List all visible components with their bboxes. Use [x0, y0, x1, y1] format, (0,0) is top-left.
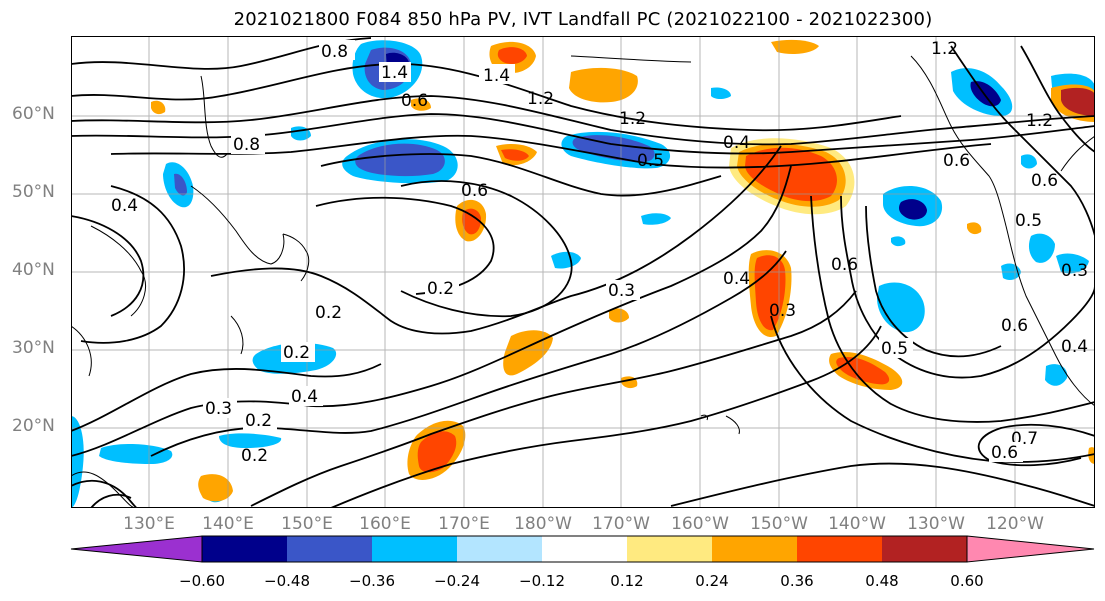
contour-label: 1.4: [483, 66, 510, 86]
colorbar-segment: [882, 536, 967, 562]
lon-label-140w: 140°W: [828, 514, 886, 534]
contour-label: 1.4: [381, 63, 408, 83]
contour-label: 0.6: [1031, 171, 1058, 191]
colorbar-tick: −0.48: [264, 572, 310, 590]
lon-label-150e: 150°E: [281, 514, 333, 534]
contour-label: 0.3: [608, 281, 635, 301]
contour-label: 0.6: [1001, 316, 1028, 336]
contour-label: 0.6: [461, 181, 488, 201]
contour-label: 0.5: [1015, 211, 1042, 231]
colorbar-tick: 0.48: [865, 572, 899, 590]
lat-label-40n: 40°N: [12, 260, 55, 280]
lon-label-120w: 120°W: [986, 514, 1044, 534]
contour-label: 0.3: [205, 399, 232, 419]
colorbar-extend-low: [70, 535, 203, 563]
contour-label: 0.8: [233, 135, 260, 155]
colorbar-segment: [627, 536, 712, 562]
contour-label: 0.3: [769, 301, 796, 321]
contour-label: 0.6: [401, 91, 428, 111]
lat-label-60n: 60°N: [12, 104, 55, 124]
contour-label: 1.2: [931, 39, 958, 59]
contour-label: 0.8: [321, 42, 348, 62]
lon-label-130w: 130°W: [907, 514, 965, 534]
map-title: 2021021800 F084 850 hPa PV, IVT Landfall…: [233, 9, 933, 30]
contour-label: 0.6: [943, 151, 970, 171]
colorbar: [70, 535, 1095, 563]
colorbar-segment: [202, 536, 287, 562]
colorbar-tick: 0.36: [780, 572, 814, 590]
colorbar-tick: −0.12: [519, 572, 565, 590]
contour-label: 1.2: [1026, 111, 1053, 131]
lon-label-170w: 170°W: [592, 514, 650, 534]
colorbar-segment: [797, 536, 882, 562]
colorbar-tick: 0.24: [695, 572, 729, 590]
colorbar-extend-high: [966, 535, 1095, 563]
contour-label: 0.4: [1061, 337, 1088, 357]
contour-label: 0.2: [245, 411, 272, 431]
lon-label-150w: 150°W: [750, 514, 808, 534]
colorbar-segment: [372, 536, 457, 562]
contour-label: 0.6: [831, 255, 858, 275]
lat-label-30n: 30°N: [12, 338, 55, 358]
contour-label: 0.4: [291, 387, 318, 407]
colorbar-tick: −0.60: [179, 572, 225, 590]
colorbar-tick: −0.24: [434, 572, 480, 590]
colorbar-tick: 0.60: [950, 572, 984, 590]
lon-label-160e: 160°E: [359, 514, 411, 534]
colorbar-segment: [542, 536, 627, 562]
contour-label: 1.2: [619, 109, 646, 129]
lat-label-20n: 20°N: [12, 416, 55, 436]
colorbar-segment: [457, 536, 542, 562]
colorbar-tick: 0.12: [610, 572, 644, 590]
colorbar-segment: [287, 536, 372, 562]
contour-label: 0.4: [723, 269, 750, 289]
lon-label-140e: 140°E: [202, 514, 254, 534]
contour-label: 1.2: [527, 89, 554, 109]
lon-label-130e: 130°E: [123, 514, 175, 534]
map-plot: 0.8 1.4 1.2 1.4 0.6 0.8 1.2 0.4 0.5 0.6 …: [71, 36, 1095, 508]
contour-label: 0.2: [283, 343, 310, 363]
contour-label: 0.2: [315, 303, 342, 323]
contour-label: 0.5: [637, 151, 664, 171]
contour-label: 0.4: [723, 133, 750, 153]
contour-labels: 0.8 1.4 1.2 1.4 0.6 0.8 1.2 0.4 0.5 0.6 …: [111, 39, 1088, 466]
contour-label: 0.3: [1061, 261, 1088, 281]
colorbar-segment: [712, 536, 797, 562]
lon-label-170e: 170°E: [438, 514, 490, 534]
lat-label-50n: 50°N: [12, 182, 55, 202]
colorbar-tick: −0.36: [349, 572, 395, 590]
map-frame: [71, 36, 1095, 508]
contour-label: 0.5: [881, 339, 908, 359]
contour-label: 0.2: [241, 446, 268, 466]
gridlines: [71, 36, 1095, 508]
contour-label: 0.2: [427, 279, 454, 299]
lon-label-160w: 160°W: [671, 514, 729, 534]
contour-label: 0.4: [111, 196, 138, 216]
contour-label: 0.6: [991, 443, 1018, 463]
lon-label-180w: 180°W: [514, 514, 572, 534]
